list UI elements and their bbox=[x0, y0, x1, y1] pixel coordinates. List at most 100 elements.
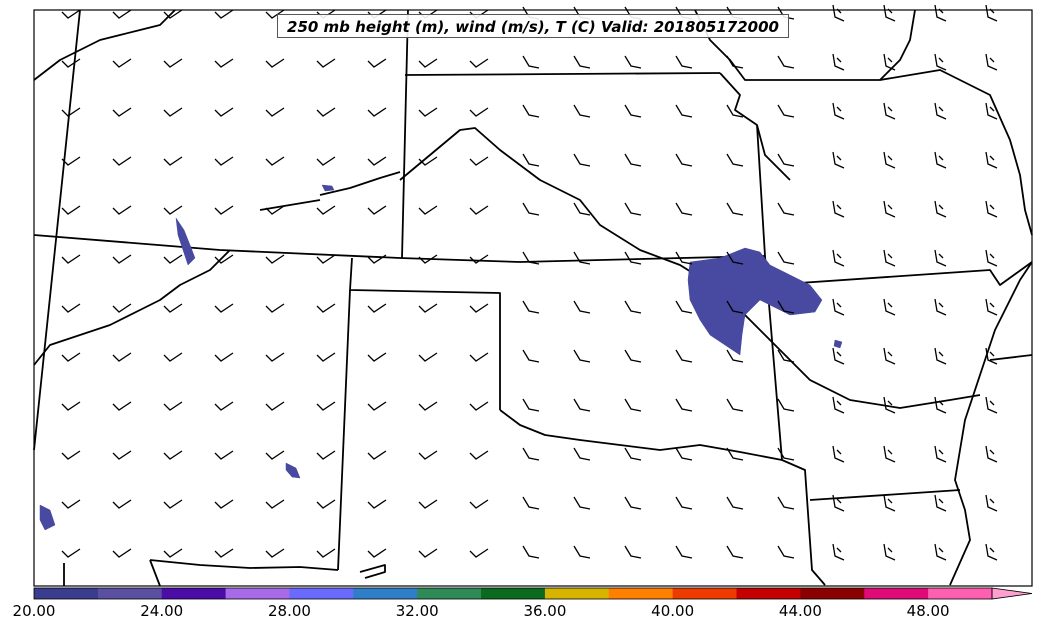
wind-barb bbox=[624, 398, 642, 412]
wind-barb bbox=[112, 58, 132, 68]
wind-barb bbox=[316, 58, 336, 68]
colorbar-tick-label: 40.00 bbox=[651, 602, 695, 620]
wind-barb bbox=[163, 107, 183, 117]
wind-barb bbox=[675, 202, 693, 216]
colorbar-segment bbox=[225, 588, 290, 599]
wind-barb bbox=[883, 494, 896, 512]
wind-barb bbox=[883, 347, 896, 365]
colorbar-segment bbox=[608, 588, 674, 599]
wind-barb bbox=[726, 251, 744, 265]
wind-barb bbox=[112, 9, 132, 19]
wind-barb bbox=[934, 347, 947, 365]
wind-barb bbox=[675, 349, 693, 363]
wind-barb bbox=[985, 151, 998, 169]
wind-barb bbox=[522, 251, 540, 265]
wind-barb bbox=[934, 543, 947, 561]
wind-barb bbox=[777, 153, 795, 167]
wind-barb bbox=[316, 401, 336, 411]
wind-barb bbox=[522, 55, 540, 69]
wind-barb bbox=[777, 300, 795, 314]
wind-barb bbox=[777, 202, 795, 216]
wind-barb bbox=[214, 205, 234, 215]
wind-barb bbox=[469, 401, 489, 411]
wind-barb bbox=[777, 447, 795, 461]
wind-barb bbox=[883, 396, 896, 414]
wind-barb bbox=[573, 251, 591, 265]
wind-barb bbox=[832, 53, 845, 71]
wind-barb bbox=[726, 55, 744, 69]
wind-barb bbox=[522, 300, 540, 314]
colorbar-segment bbox=[928, 588, 993, 599]
wind-barb bbox=[367, 499, 387, 509]
wind-barb bbox=[624, 447, 642, 461]
colorbar-extend-arrow bbox=[991, 587, 1033, 600]
wind-barb bbox=[883, 200, 896, 218]
wind-barb bbox=[265, 107, 285, 117]
wind-barb bbox=[265, 303, 285, 313]
wind-barb bbox=[985, 249, 998, 267]
wind-barb bbox=[163, 9, 183, 19]
wind-barb bbox=[522, 447, 540, 461]
wind-barb bbox=[265, 9, 285, 19]
wind-barb bbox=[624, 300, 642, 314]
wind-barb bbox=[112, 205, 132, 215]
wind-barb bbox=[265, 156, 285, 166]
wind-barb bbox=[163, 156, 183, 166]
wind-barb bbox=[61, 58, 81, 68]
wind-barb bbox=[316, 450, 336, 460]
wind-barb bbox=[367, 205, 387, 215]
wind-barb bbox=[112, 352, 132, 362]
wind-barb bbox=[112, 499, 132, 509]
wind-barb bbox=[934, 494, 947, 512]
wind-barb bbox=[112, 254, 132, 264]
wind-barb bbox=[522, 398, 540, 412]
wind-barb bbox=[573, 153, 591, 167]
wind-barb bbox=[573, 202, 591, 216]
wind-barb bbox=[214, 303, 234, 313]
map-frame bbox=[33, 9, 1033, 587]
wind-barb bbox=[832, 298, 845, 316]
wind-barb bbox=[418, 499, 438, 509]
wind-barb bbox=[985, 4, 998, 22]
wind-barb bbox=[624, 153, 642, 167]
wind-barb bbox=[214, 352, 234, 362]
wind-barb bbox=[726, 300, 744, 314]
wind-barb bbox=[214, 450, 234, 460]
state-borders bbox=[33, 9, 1033, 587]
wind-barb bbox=[469, 156, 489, 166]
wind-barb bbox=[469, 107, 489, 117]
wind-barb bbox=[265, 499, 285, 509]
colorbar-segment bbox=[544, 588, 610, 599]
wind-barb bbox=[675, 251, 693, 265]
wind-barb bbox=[418, 107, 438, 117]
wind-barb bbox=[316, 156, 336, 166]
wind-barb bbox=[985, 494, 998, 512]
wind-barb bbox=[214, 9, 234, 19]
wind-barb bbox=[883, 4, 896, 22]
wind-barb bbox=[316, 548, 336, 558]
wind-barb bbox=[418, 254, 438, 264]
wind-barb bbox=[265, 205, 285, 215]
wind-barb bbox=[777, 251, 795, 265]
colorbar-segment bbox=[161, 588, 227, 599]
wind-barb bbox=[469, 205, 489, 215]
wind-barb bbox=[832, 347, 845, 365]
wind-barb bbox=[883, 53, 896, 71]
colorbar-frame bbox=[33, 587, 993, 600]
wind-barb bbox=[112, 156, 132, 166]
wind-barb bbox=[418, 401, 438, 411]
wind-barb bbox=[832, 494, 845, 512]
wind-barb bbox=[675, 398, 693, 412]
wind-barb bbox=[985, 396, 998, 414]
wind-barb bbox=[316, 303, 336, 313]
wind-barb bbox=[163, 303, 183, 313]
colorbar-tick-label: 44.00 bbox=[778, 602, 822, 620]
wind-barb bbox=[726, 545, 744, 559]
wind-barb bbox=[61, 205, 81, 215]
wind-barb bbox=[367, 58, 387, 68]
wind-barb bbox=[163, 58, 183, 68]
wind-barb bbox=[418, 450, 438, 460]
wind-barb bbox=[112, 303, 132, 313]
wind-barbs bbox=[61, 4, 998, 561]
